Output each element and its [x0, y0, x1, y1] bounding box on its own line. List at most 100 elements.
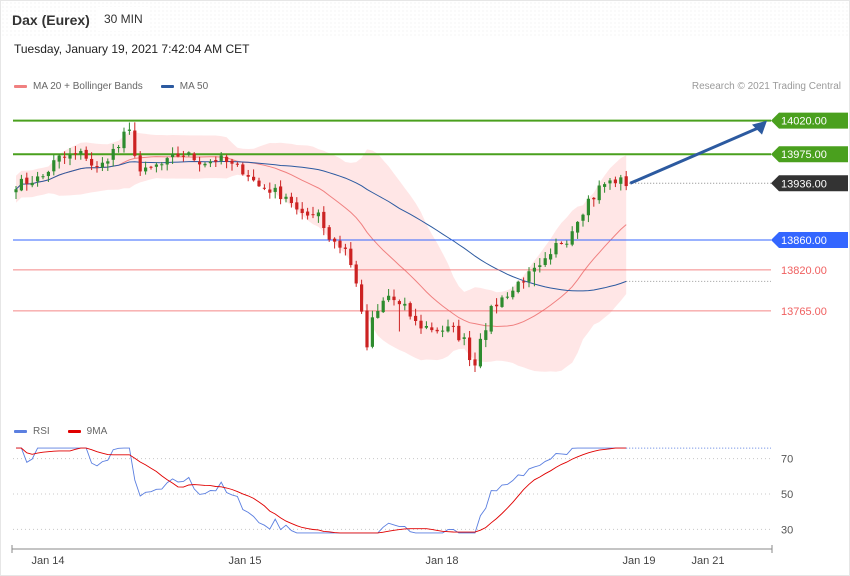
- candle-body: [338, 240, 342, 248]
- candle-body: [484, 330, 488, 340]
- x-tick-label-1: Jan 15: [228, 555, 261, 567]
- candle-body: [576, 221, 580, 233]
- candle-body: [138, 155, 142, 172]
- candle-body: [603, 184, 607, 187]
- rsi-line: [16, 447, 627, 534]
- candle-body: [46, 171, 50, 177]
- candle-body: [613, 179, 617, 184]
- candle-body: [219, 155, 223, 161]
- candle-body: [198, 161, 202, 165]
- candle-body: [284, 196, 288, 199]
- candle-body: [25, 177, 29, 184]
- x-tick-label-3: Jan 19: [622, 555, 655, 567]
- candle-body: [392, 296, 396, 301]
- candle-body: [100, 162, 104, 168]
- candle-body: [370, 317, 374, 347]
- candle-body: [408, 303, 412, 317]
- candle-body: [230, 160, 234, 164]
- candle-body: [106, 161, 110, 164]
- candle-body: [181, 155, 185, 157]
- candle-body: [527, 271, 531, 282]
- candle-body: [495, 304, 499, 307]
- rsi-tick-label-30: 30: [781, 524, 793, 536]
- level-tag-13975.00: [771, 146, 848, 163]
- rsi-tick-label-50: 50: [781, 489, 793, 501]
- candle-body: [473, 359, 477, 366]
- candle-body: [532, 267, 536, 272]
- candle-body: [316, 212, 320, 217]
- candle-body: [279, 186, 283, 200]
- candle-body: [300, 208, 304, 213]
- level-label-13860.00: 13860.00: [781, 235, 827, 247]
- candle-body: [306, 211, 310, 216]
- candle-body: [522, 281, 526, 283]
- rsi-legend-label: RSI: [33, 426, 50, 437]
- symbol-title: Dax (Eurex): [12, 12, 90, 28]
- candle-body: [165, 158, 169, 165]
- candle-body: [435, 329, 439, 332]
- candle-body: [430, 327, 434, 331]
- candle-body: [441, 330, 445, 332]
- rsi-tick-label-70: 70: [781, 454, 793, 466]
- candle-body: [52, 160, 56, 172]
- candle-body: [403, 303, 407, 306]
- candle-body: [327, 227, 331, 240]
- candle-body: [581, 214, 585, 221]
- candle-body: [208, 161, 212, 164]
- candle-body: [387, 295, 391, 301]
- candle-body: [516, 281, 520, 292]
- candle-body: [468, 337, 472, 361]
- chart-header: Dax (Eurex) 30 MIN: [1, 1, 849, 37]
- candle-body: [176, 153, 180, 157]
- candle-body: [95, 165, 99, 167]
- level-label-13975.00: 13975.00: [781, 149, 827, 161]
- candle-body: [41, 176, 45, 178]
- candle-body: [462, 337, 466, 339]
- candle-body: [171, 154, 175, 158]
- candle-body: [624, 176, 628, 187]
- candle-body: [127, 129, 131, 131]
- price-legend: MA 20 + Bollinger Bands MA 50: [14, 81, 208, 92]
- candle-body: [192, 153, 196, 161]
- candle-body: [133, 130, 137, 156]
- candle-body: [63, 156, 67, 158]
- candle-body: [160, 164, 164, 166]
- rsi-ma-line: [16, 447, 627, 534]
- candle-body: [397, 301, 401, 305]
- candle-body: [241, 164, 245, 175]
- bollinger-band-fill: [16, 131, 627, 372]
- candle-body: [30, 182, 34, 186]
- candle-body: [57, 155, 61, 162]
- candle-body: [619, 177, 623, 184]
- candle-body: [478, 338, 482, 367]
- candle-body: [446, 326, 450, 332]
- candle-body: [111, 148, 115, 160]
- candle-body: [489, 306, 493, 332]
- candle-body: [333, 238, 337, 242]
- candle-body: [144, 167, 148, 172]
- candle-body: [322, 211, 326, 229]
- candle-body: [289, 196, 293, 204]
- candle-body: [554, 242, 558, 255]
- rsi-ma-legend-label: 9MA: [86, 426, 108, 437]
- candle-body: [570, 231, 574, 245]
- candle-body: [549, 254, 553, 260]
- candle-body: [235, 163, 239, 165]
- level-label-13936.00: 13936.00: [781, 178, 827, 190]
- timeframe-selector[interactable]: 30 MIN: [98, 7, 149, 31]
- candle-body: [268, 189, 272, 193]
- candle-body: [349, 248, 353, 266]
- ma50-line: [15, 160, 627, 292]
- x-tick-label-0: Jan 14: [31, 555, 64, 567]
- candle-body: [419, 320, 423, 329]
- level-tag-13860.00: [771, 231, 848, 248]
- candle-body: [257, 180, 261, 187]
- candle-body: [117, 147, 121, 149]
- candle-body: [295, 202, 299, 210]
- level-tag-14020.00: [771, 112, 848, 129]
- candle-body: [252, 176, 256, 181]
- candle-body: [360, 284, 364, 312]
- candle-body: [214, 160, 218, 162]
